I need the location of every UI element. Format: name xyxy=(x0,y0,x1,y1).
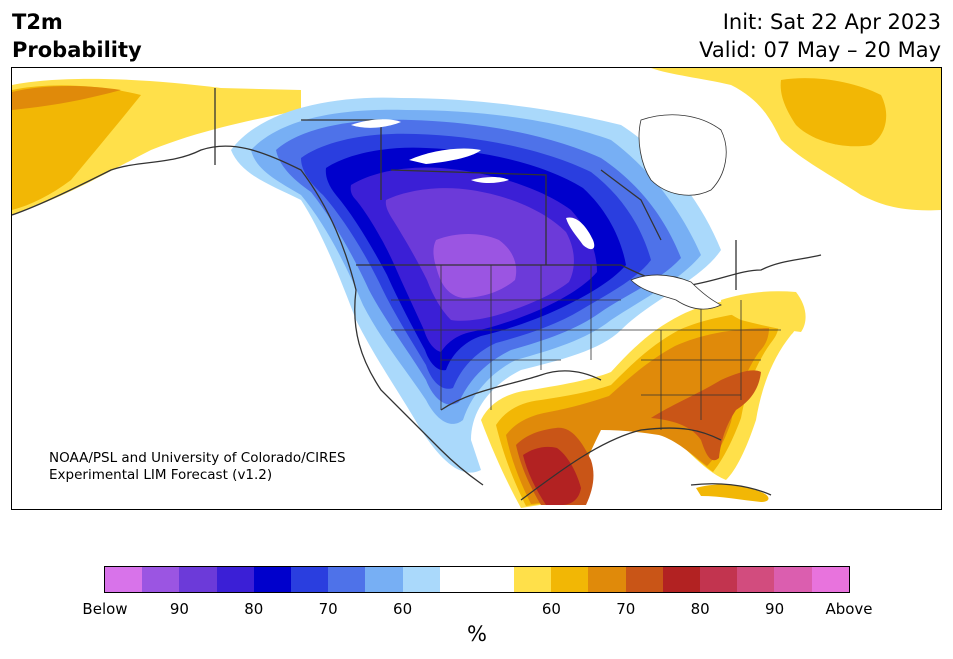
arctic-island xyxy=(351,119,401,128)
credit-text: NOAA/PSL and University of Colorado/CIRE… xyxy=(49,450,346,484)
colorbar-segment xyxy=(439,567,477,592)
colorbar-segment xyxy=(253,567,291,592)
colorbar-tick-label: Above xyxy=(825,600,873,618)
colorbar-segment xyxy=(105,567,143,592)
state-borders xyxy=(391,265,781,430)
colorbar-segment xyxy=(700,567,738,592)
map-title: T2m Probability xyxy=(12,8,142,64)
alaska-above-60 xyxy=(12,86,121,110)
colorbar-segment xyxy=(774,567,812,592)
colorbar-segment xyxy=(588,567,626,592)
colorbar-tick-label: Below xyxy=(82,600,128,618)
colorbar-segment xyxy=(216,567,254,592)
lake-winnipeg xyxy=(566,217,595,250)
colorbar-tick-label: 90 xyxy=(169,600,189,618)
colorbar-segment xyxy=(625,567,663,592)
colorbar-segment xyxy=(179,567,217,592)
warm-65 xyxy=(516,370,761,505)
colorbar-segment xyxy=(737,567,775,592)
great-bear-lake xyxy=(409,148,481,164)
colorbar-tick-label: 70 xyxy=(616,600,636,618)
colorbar-tick-label: 60 xyxy=(541,600,561,618)
colorbar-segment xyxy=(290,567,329,592)
cuba-above-55 xyxy=(696,484,769,502)
greenland-above-55 xyxy=(780,78,887,147)
northeast-us-above xyxy=(721,291,806,332)
credit-line-1: NOAA/PSL and University of Colorado/CIRE… xyxy=(49,450,346,466)
colorbar-tick-label: 80 xyxy=(690,600,710,618)
colorbar-segment xyxy=(551,567,589,592)
colorbar-tick-label: 70 xyxy=(318,600,338,618)
colorbar-unit: % xyxy=(467,622,487,646)
forecast-dates: Init: Sat 22 Apr 2023 Valid: 07 May – 20… xyxy=(699,8,941,64)
valid-range: Valid: 07 May – 20 May xyxy=(699,38,941,62)
init-date: Init: Sat 22 Apr 2023 xyxy=(722,10,941,34)
colorbar-segment xyxy=(402,567,440,592)
title-line-1: T2m xyxy=(12,10,63,34)
colorbar-segment xyxy=(476,567,515,592)
title-line-2: Probability xyxy=(12,38,142,62)
colorbar-segment xyxy=(328,567,366,592)
colorbar-segment xyxy=(365,567,403,592)
great-lakes xyxy=(630,274,722,310)
map-panel xyxy=(11,67,942,510)
probability-map xyxy=(12,68,941,508)
cold-90 xyxy=(433,234,517,298)
great-slave-lake xyxy=(471,177,509,183)
credit-line-2: Experimental LIM Forecast (v1.2) xyxy=(49,467,273,483)
colorbar-tick-label: 60 xyxy=(393,600,413,618)
colorbar-tick-label: 80 xyxy=(244,600,264,618)
colorbar-tick-label: 90 xyxy=(765,600,785,618)
colorbar-segment xyxy=(514,567,552,592)
colorbar xyxy=(104,566,850,593)
colorbar-segment xyxy=(811,567,849,592)
hudson-bay xyxy=(638,114,727,196)
colorbar-segment xyxy=(142,567,180,592)
colorbar-segment xyxy=(662,567,700,592)
warm-70 xyxy=(523,446,581,505)
alaska-above-55 xyxy=(12,85,141,210)
